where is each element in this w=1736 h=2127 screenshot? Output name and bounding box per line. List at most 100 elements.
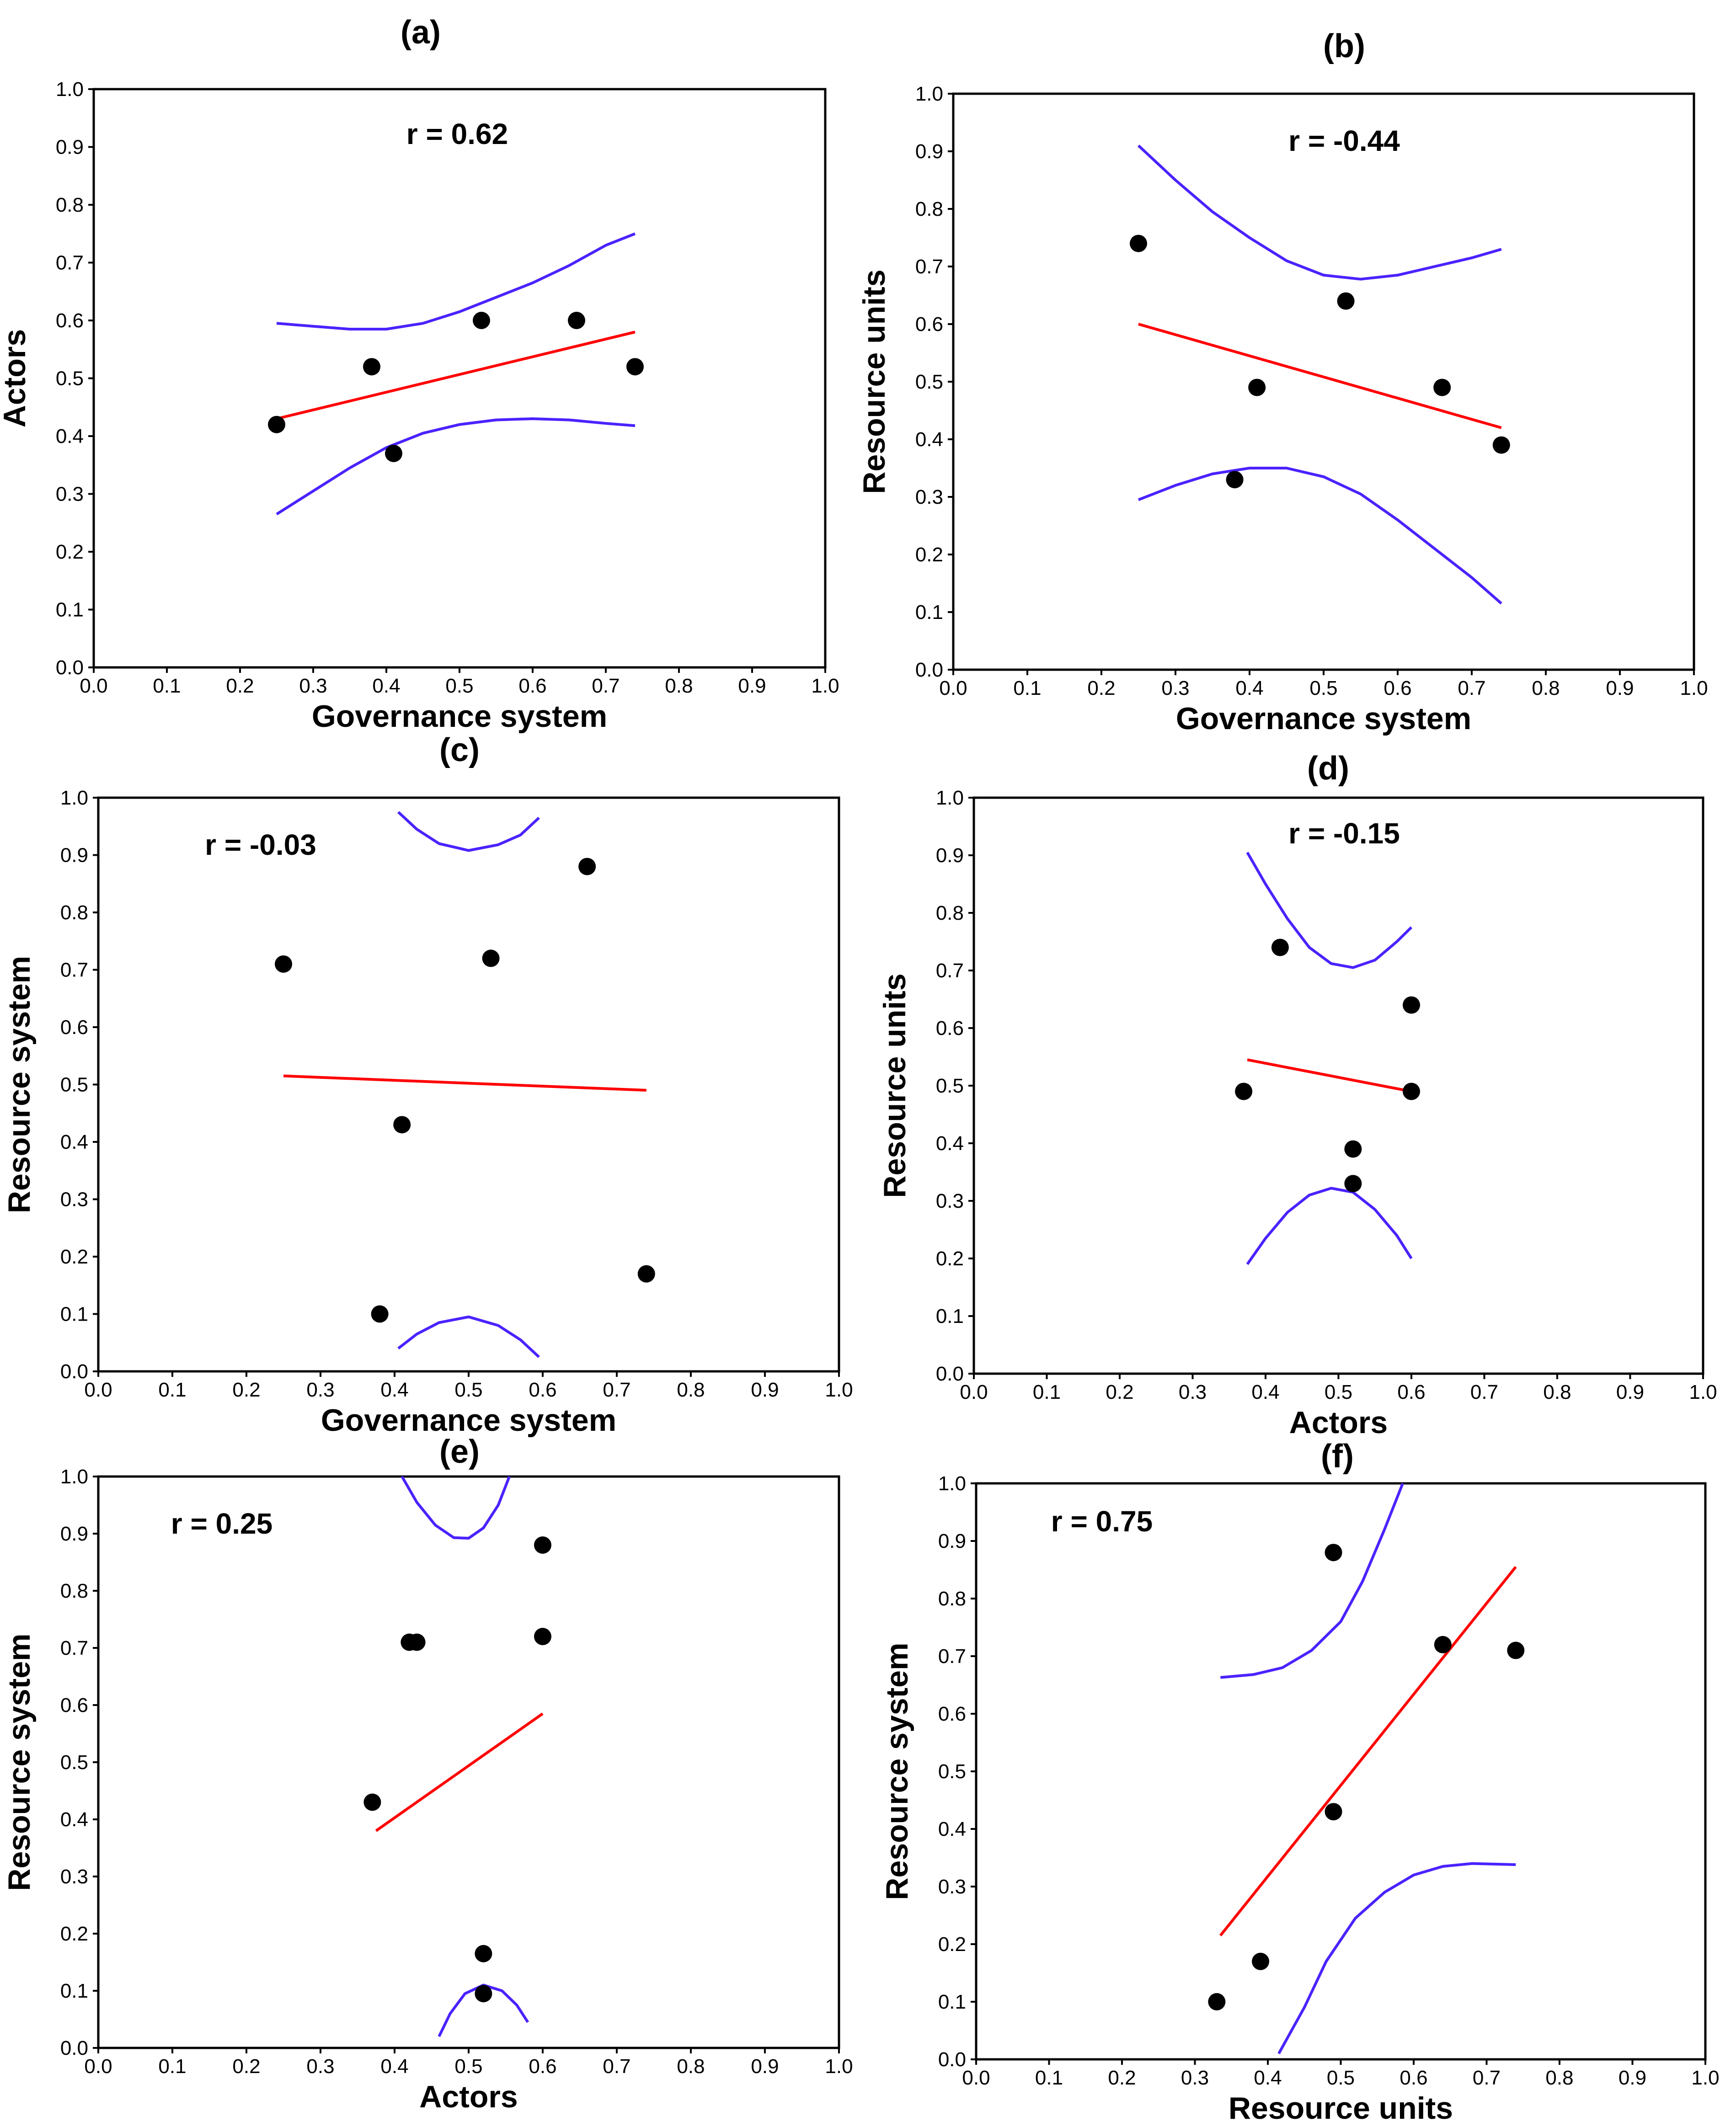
y-tick-label: 0.9 — [915, 140, 943, 163]
data-point — [1325, 1803, 1342, 1821]
data-point — [1344, 1175, 1362, 1193]
y-tick-label: 0.8 — [915, 198, 943, 220]
y-tick-label: 0.0 — [915, 659, 943, 681]
x-axis-label: Governance system — [1176, 701, 1471, 736]
regression-line — [1219, 1566, 1517, 1936]
y-tick-label: 0.4 — [938, 1818, 966, 1840]
data-point — [475, 1985, 492, 2003]
x-tick-label: 0.6 — [518, 675, 546, 697]
panel-title: (a) — [401, 14, 441, 51]
x-tick-label: 0.6 — [1397, 1381, 1425, 1403]
data-point — [1208, 1993, 1226, 2010]
y-tick-label: 0.0 — [60, 1360, 88, 1383]
x-tick-label: 0.4 — [1254, 2067, 1282, 2089]
ci-upper-curve — [276, 232, 636, 331]
y-tick-label: 0.0 — [938, 2048, 966, 2071]
y-tick-label: 0.3 — [60, 1189, 88, 1211]
data-point — [1337, 292, 1355, 310]
x-tick-label: 0.4 — [380, 1379, 408, 1401]
plot-frame — [975, 1482, 1707, 2061]
x-tick-label: 1.0 — [1680, 677, 1708, 699]
x-axis-label: Actors — [419, 2079, 518, 2114]
x-tick-label: 0.5 — [454, 2055, 482, 2078]
y-tick-label: 0.9 — [938, 1530, 966, 1552]
y-tick-label: 0.3 — [60, 1866, 88, 1888]
ci-upper-curve — [401, 1476, 511, 1540]
y-tick-label: 0.8 — [60, 1580, 88, 1602]
x-tick-label: 0.2 — [232, 2055, 260, 2078]
x-tick-label: 0.4 — [380, 2055, 408, 2078]
x-tick-label: 0.5 — [1325, 1381, 1352, 1403]
y-axis-label: Resource units — [857, 269, 892, 494]
x-axis-label: Governance system — [321, 1403, 616, 1438]
y-tick-label: 0.2 — [56, 541, 84, 563]
x-tick-label: 0.1 — [1033, 1381, 1061, 1403]
data-point — [363, 1793, 381, 1811]
ci-lower-curve — [1246, 1187, 1413, 1265]
x-tick-label: 0.8 — [1543, 1381, 1571, 1403]
y-tick-label: 0.4 — [60, 1131, 88, 1153]
data-point — [568, 312, 585, 329]
x-tick-label: 0.9 — [751, 2055, 779, 2078]
correlation-label: r = 0.62 — [406, 117, 508, 150]
x-tick-label: 1.0 — [811, 675, 839, 697]
chart-panel-4: 0.00.0 0.1 0.1 0.2 0.2 0.3 0.3 0.4 0.4 0.5 0.5 0.6 0… — [877, 750, 1717, 1440]
x-tick-label: 0.1 — [1013, 677, 1041, 699]
regression-line — [375, 1712, 544, 1832]
y-tick-label: 0.9 — [60, 1523, 88, 1545]
data-point — [275, 955, 292, 973]
x-tick-label: 0.3 — [306, 1379, 334, 1401]
data-point — [268, 416, 285, 433]
y-tick-label: 0.5 — [60, 1751, 88, 1774]
chart-panel-3: 0.00.0 0.1 0.1 0.2 0.2 0.3 0.3 0.4 0.4 0.5 0.5 0.6 0… — [2, 732, 853, 1438]
x-axis-label: Governance system — [312, 699, 607, 734]
x-tick-label: 0.9 — [738, 675, 766, 697]
x-tick-label: 0.6 — [529, 2055, 556, 2078]
chart-panel-6: 0.00.0 0.1 0.1 0.2 0.2 0.3 0.3 0.4 0.4 0.5 0.5 0.6 0… — [880, 1438, 1720, 2126]
x-axis-label: Actors — [1289, 1405, 1388, 1440]
y-tick-label: 0.0 — [56, 656, 84, 679]
x-tick-label: 0.9 — [751, 1379, 779, 1401]
y-tick-label: 0.6 — [60, 1694, 88, 1717]
correlation-label: r = -0.03 — [205, 828, 316, 861]
x-tick-label: 0.0 — [84, 2055, 112, 2078]
data-point — [1226, 471, 1244, 489]
plot-frame — [952, 92, 1695, 671]
y-tick-label: 0.4 — [915, 428, 943, 451]
y-tick-label: 0.9 — [936, 844, 964, 867]
data-point — [385, 444, 402, 462]
data-point — [1492, 436, 1510, 454]
correlation-label: r = -0.44 — [1288, 124, 1400, 157]
y-tick-label: 0.8 — [60, 901, 88, 924]
x-tick-label: 0.2 — [1108, 2067, 1136, 2089]
y-tick-label: 0.7 — [60, 1637, 88, 1659]
data-point — [1434, 1636, 1452, 1653]
x-tick-label: 1.0 — [825, 1379, 853, 1401]
x-tick-label: 0.8 — [677, 1379, 705, 1401]
x-tick-label: 0.9 — [1618, 2067, 1646, 2089]
x-tick-label: 0.7 — [603, 1379, 630, 1401]
x-tick-label: 1.0 — [825, 2055, 853, 2078]
y-tick-label: 0.1 — [56, 599, 84, 621]
ci-upper-curve — [1137, 144, 1502, 281]
y-tick-label: 0.8 — [936, 902, 964, 924]
x-tick-label: 0.7 — [1458, 677, 1485, 699]
panel-title: (c) — [439, 732, 480, 768]
x-tick-label: 0.3 — [1161, 677, 1189, 699]
y-tick-label: 0.5 — [56, 368, 84, 390]
y-tick-label: 0.0 — [60, 2037, 88, 2059]
data-point — [475, 1945, 492, 1962]
data-point — [1403, 996, 1420, 1014]
x-tick-label: 0.9 — [1606, 677, 1634, 699]
x-tick-label: 0.5 — [445, 675, 473, 697]
x-tick-label: 0.2 — [226, 675, 254, 697]
y-tick-label: 0.1 — [938, 1991, 966, 2013]
y-tick-label: 0.4 — [936, 1132, 964, 1155]
x-tick-label: 0.3 — [306, 2055, 334, 2078]
x-tick-label: 0.1 — [1035, 2067, 1063, 2089]
y-tick-label: 1.0 — [56, 78, 84, 101]
x-tick-label: 0.7 — [1473, 2067, 1501, 2089]
regression-line — [1138, 323, 1502, 429]
y-tick-label: 0.8 — [938, 1588, 966, 1610]
